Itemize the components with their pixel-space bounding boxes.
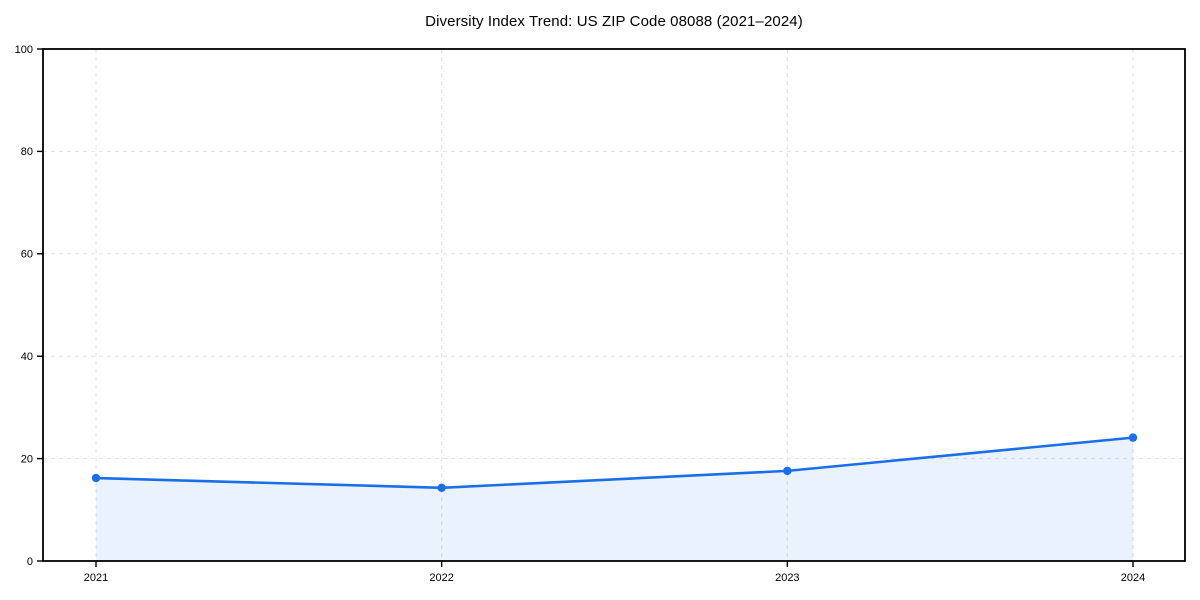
- x-tick-label: 2022: [429, 572, 453, 584]
- y-tick-label: 20: [21, 453, 33, 465]
- plot-border: [42, 48, 1186, 562]
- y-tick-label: 0: [27, 556, 33, 568]
- y-tick-label: 60: [21, 249, 33, 261]
- area-fill: [96, 437, 1133, 561]
- x-tick-label: 2023: [775, 572, 799, 584]
- data-point-marker: [783, 466, 792, 476]
- data-point-marker: [437, 483, 446, 492]
- trend-line: [94, 436, 1135, 490]
- y-tick-label: 80: [21, 146, 33, 158]
- y-tick-label: 100: [15, 44, 33, 56]
- axes-layer: 0 20 40 60 80 100 2021 2022 2023 2024: [15, 44, 1186, 584]
- y-tick-label: 40: [21, 351, 33, 363]
- x-tick-label: 2021: [84, 572, 108, 584]
- data-point-marker: [91, 473, 101, 483]
- series-layer: [91, 433, 1138, 561]
- grid-layer: [43, 49, 1185, 561]
- chart-title: Diversity Index Trend: US ZIP Code 08088…: [425, 13, 803, 30]
- data-point-marker: [1128, 433, 1138, 442]
- x-tick-label: 2024: [1121, 572, 1145, 584]
